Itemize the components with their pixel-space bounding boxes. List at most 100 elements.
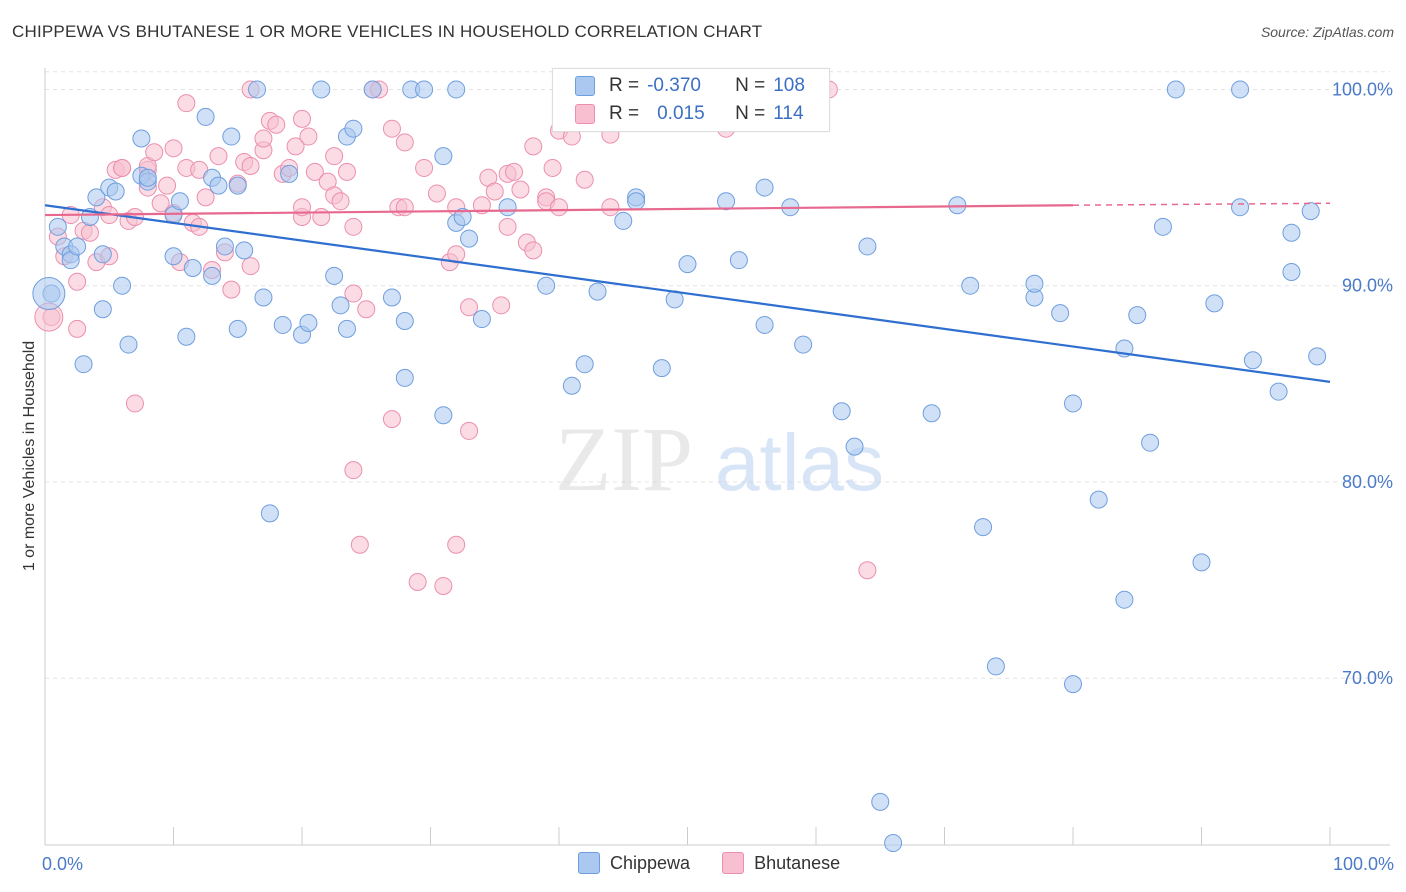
y-tick-label: 100.0% <box>1332 79 1393 99</box>
axes <box>44 68 1390 846</box>
legend-item-chippewa[interactable]: Chippewa <box>578 852 690 874</box>
y-tick-label: 80.0% <box>1342 472 1393 492</box>
chippewa-swatch <box>575 76 595 96</box>
chippewa-point <box>794 335 813 354</box>
bhutanese-point <box>80 223 99 242</box>
chippewa-point <box>434 147 453 166</box>
watermark: ZIP atlas <box>555 408 884 510</box>
chippewa-point <box>337 319 356 338</box>
bhutanese-point <box>511 180 530 199</box>
bhutanese-point <box>472 196 491 215</box>
chippewa-point <box>32 277 66 311</box>
bhutanese-point <box>434 576 453 595</box>
bhutanese-point <box>177 94 196 113</box>
r-value: 0.015 <box>657 103 705 124</box>
bhutanese-point <box>858 561 877 580</box>
chippewa-point <box>183 259 202 278</box>
n-label: N = <box>735 75 766 96</box>
chippewa-point <box>228 176 247 195</box>
bhutanese-point <box>395 198 414 217</box>
bhutanese-point <box>286 137 305 156</box>
chippewa-point <box>755 315 774 334</box>
chippewa-point <box>1115 590 1134 609</box>
chippewa-point <box>74 355 93 374</box>
n-value: 108 <box>773 75 805 96</box>
chippewa-point <box>871 792 890 811</box>
bhutanese-point <box>241 156 260 175</box>
chippewa-point <box>447 80 466 99</box>
bhutanese-point <box>427 184 446 203</box>
y-tick-label: 70.0% <box>1342 668 1393 688</box>
chippewa-point <box>1064 394 1082 413</box>
chippewa-point <box>627 192 646 211</box>
chippewa-point <box>434 406 453 425</box>
chippewa-point <box>755 178 774 197</box>
bhutanese-point <box>337 162 356 181</box>
source-credit: Source: ZipAtlas.com <box>1260 24 1394 40</box>
chippewa-point <box>1192 553 1211 572</box>
chippewa-point <box>652 359 671 378</box>
legend-label-chippewa: Chippewa <box>610 852 691 873</box>
chippewa-point <box>1243 351 1262 370</box>
watermark-zip: ZIP <box>555 408 693 510</box>
chippewa-point <box>203 266 222 285</box>
chippewa-point <box>325 266 344 285</box>
chippewa-point <box>235 241 254 260</box>
bhutanese-point <box>601 198 620 217</box>
legend-label-bhutanese: Bhutanese <box>754 852 841 873</box>
chippewa-point <box>588 282 607 301</box>
chippewa-point <box>415 80 434 99</box>
bhutanese-point <box>164 139 183 158</box>
x-tick-label: 0.0% <box>42 854 83 874</box>
r-value: -0.370 <box>647 75 701 96</box>
chippewa-point <box>138 168 157 187</box>
series-legend: Chippewa Bhutanese <box>578 852 872 874</box>
bhutanese-point <box>293 198 311 217</box>
legend-item-bhutanese[interactable]: Bhutanese <box>722 852 840 874</box>
chippewa-point <box>1128 306 1147 325</box>
bhutanese-point <box>125 394 144 413</box>
bhutanese-point <box>158 176 177 195</box>
tick-labels: 70.0% 80.0% 90.0% 100.0% 0.0% 100.0% <box>42 79 1394 874</box>
bhutanese-point <box>151 194 170 213</box>
bhutanese-point <box>344 284 363 303</box>
bhutanese-point <box>331 192 350 211</box>
bhutanese-point <box>344 217 363 236</box>
chippewa-point <box>986 657 1005 676</box>
bhutanese-point <box>113 158 132 177</box>
chippewa-point <box>1153 217 1172 236</box>
chippewa-point <box>215 237 234 256</box>
chippewa-point <box>344 119 363 138</box>
chippewa-point <box>132 129 151 148</box>
bhutanese-points <box>34 80 877 595</box>
r-label: R = <box>609 75 640 96</box>
bhutanese-point <box>505 162 524 181</box>
chippewa-point <box>222 127 241 146</box>
bhutanese-point <box>543 158 562 177</box>
chippewa-point <box>858 237 877 256</box>
chart-title: CHIPPEWA VS BHUTANESE 1 OR MORE VEHICLES… <box>12 22 763 41</box>
bhutanese-point <box>344 461 363 480</box>
chippewa-point <box>164 247 183 266</box>
bhutanese-point <box>312 208 331 226</box>
bhutanese-point <box>575 170 594 189</box>
stats-legend: R = -0.370 N = 108 R = 0.015 N = 114 <box>552 68 830 132</box>
chippewa-point <box>312 80 331 99</box>
chippewa-point <box>1089 490 1108 509</box>
chippewa-point <box>1051 304 1070 323</box>
trend-lines <box>44 202 1331 383</box>
chippewa-point <box>678 255 697 274</box>
n-label: N = <box>735 103 766 124</box>
chippewa-trend-line <box>44 204 1331 383</box>
y-axis-label: 1 or more Vehicles in Household <box>21 341 38 571</box>
bhutanese-point <box>382 410 401 429</box>
bhutanese-point <box>498 217 517 236</box>
bhutanese-point <box>415 158 434 177</box>
chippewa-point <box>974 518 993 537</box>
chippewa-point <box>575 355 594 374</box>
chippewa-point <box>832 402 851 421</box>
bhutanese-point <box>357 300 376 319</box>
chippewa-point <box>922 404 941 423</box>
chippewa-point <box>331 296 350 315</box>
